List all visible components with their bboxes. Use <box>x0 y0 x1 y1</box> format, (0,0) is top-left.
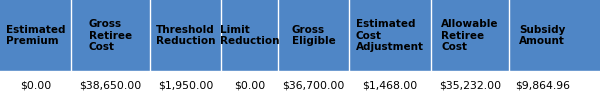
Text: $1,468.00: $1,468.00 <box>362 80 418 90</box>
Text: Threshold
Reduction: Threshold Reduction <box>155 25 215 46</box>
Text: $0.00: $0.00 <box>234 80 265 90</box>
Text: Gross
Retiree
Cost: Gross Retiree Cost <box>89 19 132 52</box>
Text: $1,950.00: $1,950.00 <box>158 80 213 90</box>
Text: $9,864.96: $9,864.96 <box>515 80 570 90</box>
Text: $38,650.00: $38,650.00 <box>79 80 142 90</box>
Text: Gross
Eligible: Gross Eligible <box>292 25 335 46</box>
Text: $0.00: $0.00 <box>20 80 51 90</box>
Text: Estimated
Premium: Estimated Premium <box>5 25 65 46</box>
Text: Subsidy
Amount: Subsidy Amount <box>519 25 566 46</box>
Text: $36,700.00: $36,700.00 <box>283 80 345 90</box>
Text: $35,232.00: $35,232.00 <box>439 80 501 90</box>
Text: Limit
Reduction: Limit Reduction <box>220 25 280 46</box>
Bar <box>0 71 600 99</box>
Text: Allowable
Retiree
Cost: Allowable Retiree Cost <box>441 19 499 52</box>
Text: Estimated
Cost
Adjustment: Estimated Cost Adjustment <box>356 19 424 52</box>
